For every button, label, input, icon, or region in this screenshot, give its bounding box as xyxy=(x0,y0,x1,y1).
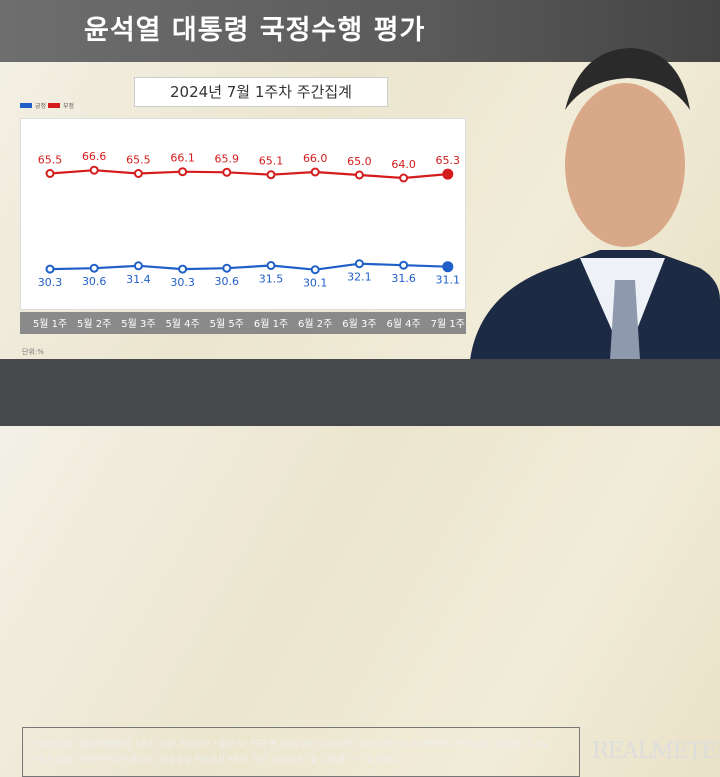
x-tick-label: 6월 2주 xyxy=(298,318,332,330)
x-tick-label: 5월 4주 xyxy=(165,318,199,330)
data-point xyxy=(399,260,409,270)
unit-label: 단위:% xyxy=(22,348,44,356)
x-axis-bar xyxy=(20,312,466,334)
data-point xyxy=(222,167,232,177)
data-point xyxy=(266,261,276,270)
data-label: 30.6 xyxy=(215,275,240,288)
data-point xyxy=(399,173,409,183)
data-label: 66.6 xyxy=(82,150,107,163)
x-tick-label: 5월 2주 xyxy=(77,318,111,330)
data-point xyxy=(89,263,99,273)
data-label: 31.5 xyxy=(259,273,284,286)
survey-info-line-1: •의뢰 기관: 에너지경제신문 •조사 기관: 리얼미터 •표본 수: 전국 만… xyxy=(33,740,548,750)
legend: 긍정 부정 xyxy=(20,101,74,110)
data-label: 65.0 xyxy=(347,155,372,168)
data-point xyxy=(178,264,188,274)
data-point xyxy=(442,261,454,273)
x-tick-label: 6월 3주 xyxy=(342,318,376,330)
data-point xyxy=(310,265,320,275)
president-photo xyxy=(470,48,720,360)
data-point xyxy=(178,167,188,177)
data-point xyxy=(89,165,99,175)
data-label: 30.1 xyxy=(303,277,328,290)
data-label: 65.5 xyxy=(38,154,63,167)
data-point xyxy=(310,167,320,177)
survey-info-line-2: •조사 방법: 무선(97%)·유선(3%) 자동응답 전화조사 •조사 기간:… xyxy=(33,755,405,765)
data-label: 65.9 xyxy=(215,152,240,165)
data-point xyxy=(442,168,454,180)
x-tick-label: 5월 3주 xyxy=(121,318,155,330)
data-label: 32.1 xyxy=(347,271,372,284)
data-point xyxy=(45,169,55,178)
data-label: 66.1 xyxy=(170,152,195,165)
data-label: 30.3 xyxy=(38,276,63,289)
chart-subtitle: 2024년 7월 1주차 주간집계 xyxy=(134,77,388,107)
plot-area xyxy=(20,118,466,310)
survey-info: •의뢰 기관: 에너지경제신문 •조사 기관: 리얼미터 •표본 수: 전국 만… xyxy=(22,727,580,777)
page-title: 윤석열 대통령 국정수행 평가 xyxy=(0,0,720,62)
x-tick-label: 5월 1주 xyxy=(33,318,67,330)
series-line-positive xyxy=(49,262,448,271)
x-tick-label: 6월 4주 xyxy=(386,318,420,330)
data-label: 30.6 xyxy=(82,275,107,288)
legend-positive: 긍정 xyxy=(20,103,46,110)
data-label: 31.4 xyxy=(126,273,151,286)
series-line-negative xyxy=(49,169,448,180)
legend-negative: 부정 xyxy=(47,103,74,110)
data-point xyxy=(354,259,364,269)
data-label: 65.1 xyxy=(259,155,284,168)
data-point xyxy=(133,169,143,178)
x-tick-label: 6월 1주 xyxy=(254,318,288,330)
footer: •의뢰 기관: 에너지경제신문 •조사 기관: 리얼미터 •표본 수: 전국 만… xyxy=(0,359,720,777)
data-label: 66.0 xyxy=(303,152,328,165)
data-label: 64.0 xyxy=(391,158,416,171)
data-label: 31.1 xyxy=(436,274,461,287)
data-label: 65.3 xyxy=(436,154,461,167)
data-point xyxy=(266,170,276,180)
line-chart: 5월 1주 5월 2주 5월 3주 5월 4주 5월 5주 6월 1주 6월 2주 6월 3주… xyxy=(33,150,465,330)
data-point xyxy=(45,264,55,274)
data-point xyxy=(354,170,364,180)
x-tick-label: 5월 5주 xyxy=(210,318,244,330)
data-point xyxy=(133,261,143,271)
data-label: 30.3 xyxy=(170,276,195,289)
realmeter-logo: REALMETER xyxy=(592,739,720,764)
data-label: 65.5 xyxy=(126,154,151,167)
data-label: 31.6 xyxy=(391,272,416,285)
data-point xyxy=(222,263,232,273)
x-tick-label: 7월 1주 xyxy=(431,318,465,330)
